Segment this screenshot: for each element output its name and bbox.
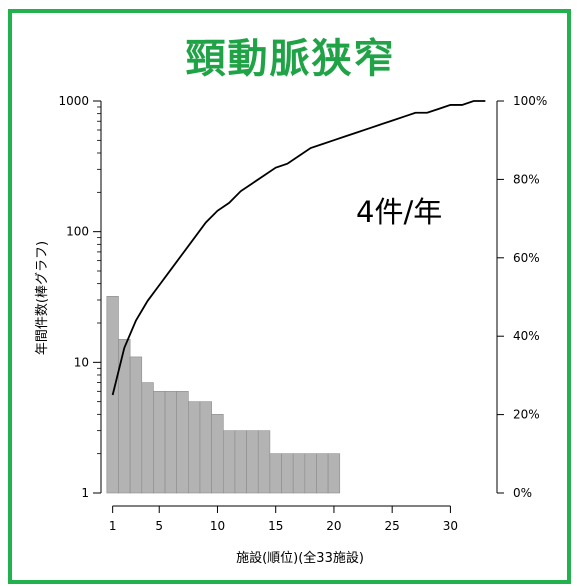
annotation-label: 4件/年 (356, 195, 442, 229)
bar-10 (211, 414, 224, 494)
bar-16 (281, 453, 294, 494)
y-axis-label: 年間件数(棒グラフ) (35, 241, 50, 355)
chart-title: 頸動脈狭窄 (185, 36, 396, 82)
bar-15 (269, 453, 282, 494)
bar-11 (222, 430, 236, 494)
cumulative-line-group (111, 100, 486, 396)
chart-frame-bottom (8, 580, 571, 584)
x-tick-label-15: 15 (268, 519, 283, 533)
x-tick-label-1: 1 (109, 519, 117, 533)
x-tick-label-25: 25 (385, 519, 400, 533)
bar-20 (327, 453, 341, 494)
bar-4 (141, 382, 154, 494)
y2-tick-label-0: 0% (513, 486, 532, 500)
bar-18 (304, 453, 317, 494)
y2-tick-label-100: 100% (513, 94, 547, 108)
x-tick-label-5: 5 (155, 519, 163, 533)
y2-tick-label-60: 60% (513, 251, 540, 265)
bar-8 (188, 401, 201, 494)
y-tick-label-100: 100 (66, 225, 89, 239)
bars-group (106, 296, 341, 494)
x-axis-label: 施設(順位)(全33施設) (236, 550, 364, 566)
y-tick-label-1: 1 (81, 486, 89, 500)
bar-7 (176, 391, 189, 494)
bar-14 (257, 430, 271, 494)
y-tick-label-1000: 1000 (58, 94, 89, 108)
x-tick-label-20: 20 (326, 519, 341, 533)
cumulative-line (111, 100, 486, 396)
y-tick-label-10: 10 (74, 355, 89, 369)
y2-tick-label-80: 80% (513, 172, 540, 186)
x-tick-label-10: 10 (210, 519, 225, 533)
bar-12 (234, 430, 247, 494)
bar-17 (292, 453, 306, 494)
bar-5 (153, 391, 166, 494)
bar-13 (246, 430, 259, 494)
x-tick-label-30: 30 (443, 519, 458, 533)
bar-9 (199, 401, 212, 494)
chart-frame (8, 9, 571, 582)
bar-19 (316, 453, 329, 494)
y2-tick-label-40: 40% (513, 329, 540, 343)
bar-3 (129, 356, 143, 494)
y2-tick-label-20: 20% (513, 408, 540, 422)
bar-6 (164, 391, 178, 494)
